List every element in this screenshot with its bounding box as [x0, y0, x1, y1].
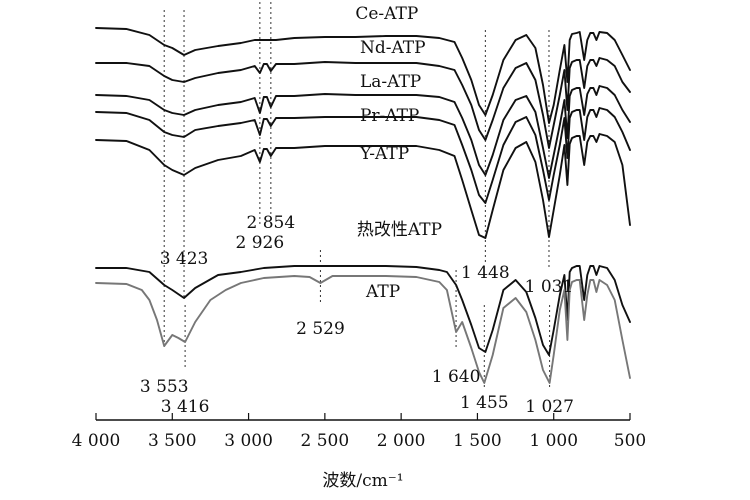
peak-label-2-926: 2 926: [236, 233, 285, 253]
series-line-heat-modified-atp: [95, 265, 631, 356]
series-line-ce-atp: [95, 27, 631, 124]
x-tick-label-2500: 2 500: [301, 431, 350, 451]
series-label-4: Y-ATP: [359, 144, 409, 164]
series-line-nd-atp: [95, 57, 631, 149]
x-tick-label-1000: 1 000: [529, 431, 578, 451]
x-axis-label: 波数/cm⁻¹: [322, 471, 403, 491]
x-tick-label-3000: 3 000: [224, 431, 273, 451]
peak-label-1-448: 1 448: [461, 263, 510, 283]
x-tick-label-4000: 4 000: [72, 431, 121, 451]
x-tick-label-3500: 3 500: [148, 431, 197, 451]
series-label-0: Ce-ATP: [355, 4, 418, 24]
peak-label-3-553: 3 553: [140, 377, 189, 397]
series-labels: Ce-ATP Nd-ATP La-ATP Pr-ATP Y-ATP 热改性ATP ATP: [355, 4, 442, 302]
series-label-2: La-ATP: [360, 72, 421, 92]
peak-label-3-423: 3 423: [160, 249, 209, 269]
series-line-la-atp: [95, 85, 631, 179]
series-line-y-atp: [95, 133, 631, 239]
series-line-atp: [95, 275, 631, 384]
series-label-5: 热改性ATP: [357, 220, 442, 240]
series-label-3: Pr-ATP: [360, 106, 419, 126]
peak-label-1-640: 1 640: [432, 367, 481, 387]
series-line-pr-atp: [95, 107, 631, 204]
x-tick-label-1500: 1 500: [453, 431, 502, 451]
series-label-1: Nd-ATP: [360, 38, 426, 58]
peak-label-1-027: 1 027: [525, 397, 574, 417]
reference-lines: [163, 2, 551, 390]
series-label-6: ATP: [365, 282, 400, 302]
series-group: [95, 27, 631, 384]
x-tick-label-500: 500: [614, 431, 646, 451]
x-tick-label-2000: 2 000: [377, 431, 426, 451]
peak-label-1-455: 1 455: [460, 393, 509, 413]
peak-label-1-031: 1 031: [525, 277, 574, 297]
peak-label-2-854: 2 854: [247, 213, 296, 233]
peak-label-2-529: 2 529: [296, 319, 345, 339]
x-axis-ticks: 4 000 3 500 3 000 2 500 2 000 1 500 1 000 500: [72, 413, 646, 451]
peak-label-3-416: 3 416: [161, 397, 210, 417]
